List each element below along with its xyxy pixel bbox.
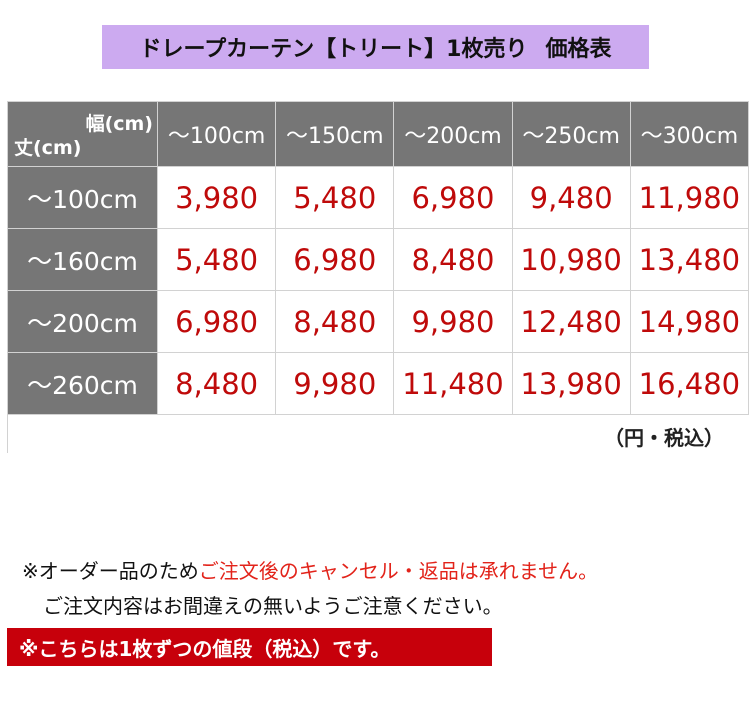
table-row: ～200cm 6,980 8,480 9,980 12,480 14,980 xyxy=(7,290,750,353)
table-row: ～260cm 8,480 9,980 11,480 13,980 16,480 xyxy=(7,352,750,415)
width-header-cell: ～200cm xyxy=(393,101,513,167)
price-cell: 5,480 xyxy=(156,228,277,291)
per-panel-price-banner: ※こちらは1枚ずつの値段（税込）です。 xyxy=(7,628,492,666)
price-cell: 14,980 xyxy=(629,290,750,353)
title-sub: 価格表 xyxy=(545,37,612,62)
price-cell: 5,480 xyxy=(275,166,395,229)
price-cell: 3,980 xyxy=(156,166,277,229)
tax-included-note: （円・税込） xyxy=(604,426,724,450)
width-header-cell: ～250cm xyxy=(511,101,631,167)
width-axis-label: 幅(cm) xyxy=(85,113,153,135)
price-cell: 8,480 xyxy=(393,228,513,291)
height-header-cell: ～160cm xyxy=(7,228,158,291)
width-header-cell: ～300cm xyxy=(629,101,750,167)
height-header-cell: ～200cm xyxy=(7,290,158,353)
price-cell: 8,480 xyxy=(275,290,395,353)
width-header-cell: ～100cm xyxy=(156,101,277,167)
price-cell: 13,980 xyxy=(511,352,631,415)
price-cell: 9,980 xyxy=(393,290,513,353)
price-cell: 11,480 xyxy=(393,352,513,415)
price-cell: 8,480 xyxy=(156,352,277,415)
price-cell: 6,980 xyxy=(156,290,277,353)
price-cell: 13,480 xyxy=(629,228,750,291)
price-list-title: ドレープカーテン【トリート】1枚売り 価格表 xyxy=(102,25,649,69)
height-axis-label: 丈(cm) xyxy=(14,137,82,159)
table-footer-divider xyxy=(7,413,8,453)
price-cell: 6,980 xyxy=(393,166,513,229)
price-cell: 10,980 xyxy=(511,228,631,291)
table-corner-cell: 幅(cm) 丈(cm) xyxy=(7,101,158,167)
width-header-cell: ～150cm xyxy=(275,101,395,167)
cancellation-notice-warning: ご注文後のキャンセル・返品は承れません。 xyxy=(198,559,599,583)
price-cell: 12,480 xyxy=(511,290,631,353)
price-cell: 16,480 xyxy=(629,352,750,415)
table-row: ～100cm 3,980 5,480 6,980 9,480 11,980 xyxy=(7,166,750,229)
table-row: ～160cm 5,480 6,980 8,480 10,980 13,480 xyxy=(7,228,750,291)
height-header-cell: ～100cm xyxy=(7,166,158,229)
title-main: ドレープカーテン【トリート】1枚売り xyxy=(139,37,528,62)
cancellation-notice-prefix: ※オーダー品のため xyxy=(22,559,199,583)
table-header-row: 幅(cm) 丈(cm) ～100cm ～150cm ～200cm ～250cm … xyxy=(7,101,750,167)
height-header-cell: ～260cm xyxy=(7,352,158,415)
price-cell: 6,980 xyxy=(275,228,395,291)
price-cell: 11,980 xyxy=(629,166,750,229)
cancellation-notice: ※オーダー品のためご注文後のキャンセル・返品は承れません。 xyxy=(22,555,598,584)
price-cell: 9,480 xyxy=(511,166,631,229)
price-table: 幅(cm) 丈(cm) ～100cm ～150cm ～200cm ～250cm … xyxy=(7,101,750,415)
order-check-notice: ご注文内容はお間違えの無いようご注意ください。 xyxy=(43,594,503,618)
price-cell: 9,980 xyxy=(275,352,395,415)
